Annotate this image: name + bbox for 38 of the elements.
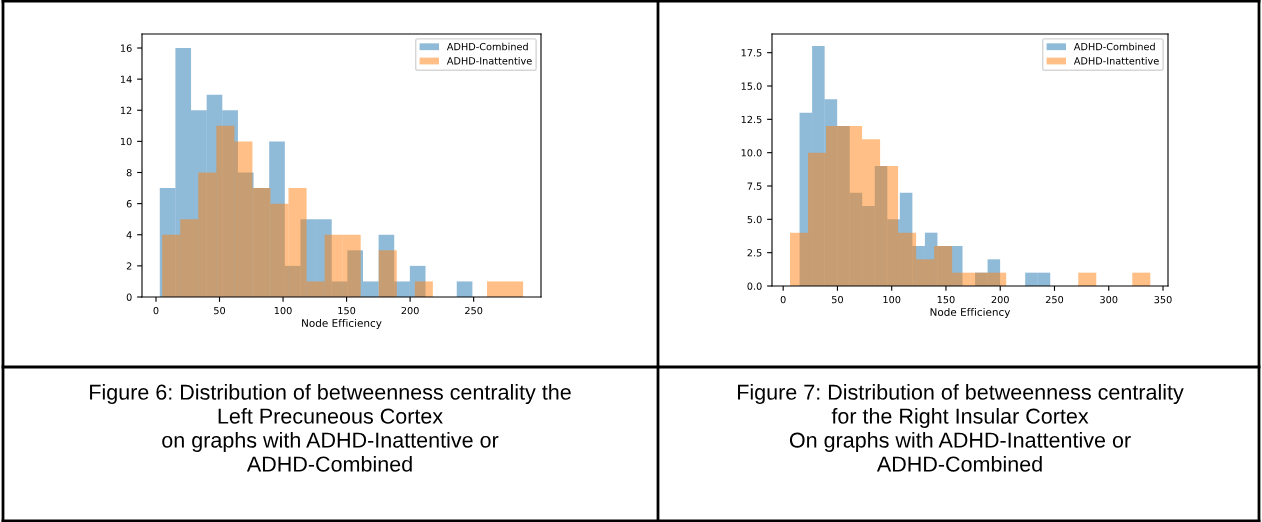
y-tick-label: 12.5 xyxy=(741,115,762,124)
legend-label: ADHD-Combined xyxy=(446,42,528,51)
y-tick-label: 15.0 xyxy=(741,82,762,90)
x-tick-label: 250 xyxy=(1045,295,1064,304)
y-tick-label: 0.0 xyxy=(747,282,762,290)
caption: Figure 7: Distribution of betweenness centrality for the Right Insular Cortex On graphs with ADHD-Inattentive or ADHD-Combined xyxy=(738,384,1184,472)
x-tick-label: 0 xyxy=(780,295,786,304)
x-tick-label: 50 xyxy=(832,295,843,304)
x-tick-label: 0 xyxy=(153,306,159,315)
y-tick-label: 5.0 xyxy=(747,215,762,224)
y-tick-label: 7.5 xyxy=(747,182,762,190)
y-tick-label: 10.0 xyxy=(741,149,762,157)
legend-label: ADHD-Inattentive xyxy=(446,57,532,65)
x-tick-label: 100 xyxy=(274,306,292,315)
y-tick-label: 2.5 xyxy=(747,249,762,257)
caption: Figure 6: Distribution of betweenness centrality the Left Precuneous Cortex on graphs with ADHD-Inattentive or ADHD-Combined xyxy=(90,384,571,472)
y-tick-label: 17.5 xyxy=(741,49,762,57)
y-tick-label: 16 xyxy=(120,44,132,52)
y-tick-label: 4 xyxy=(126,231,132,239)
y-tick-label: 8 xyxy=(126,168,132,177)
x-tick-label: 250 xyxy=(465,306,483,315)
x-tick-label: 100 xyxy=(883,295,901,304)
x-tick-label: 350 xyxy=(1154,295,1172,304)
y-tick-label: 2 xyxy=(126,262,132,270)
legend-label: ADHD-Combined xyxy=(1073,42,1155,51)
x-tick-label: 150 xyxy=(338,306,356,315)
legend-label: ADHD-Inattentive xyxy=(1073,57,1159,65)
x-axis-title: Node Efficiency xyxy=(302,318,382,329)
x-tick-label: 150 xyxy=(937,295,955,304)
x-tick-label: 50 xyxy=(214,306,226,315)
y-tick-label: 6 xyxy=(126,200,132,208)
x-tick-label: 200 xyxy=(401,306,419,315)
y-tick-label: 14 xyxy=(120,75,132,83)
x-axis-title: Node Efficiency xyxy=(930,307,1011,318)
y-tick-label: 10 xyxy=(120,137,132,146)
y-tick-label: 12 xyxy=(120,106,132,114)
x-tick-label: 200 xyxy=(991,295,1009,304)
x-tick-label: 300 xyxy=(1100,295,1118,304)
